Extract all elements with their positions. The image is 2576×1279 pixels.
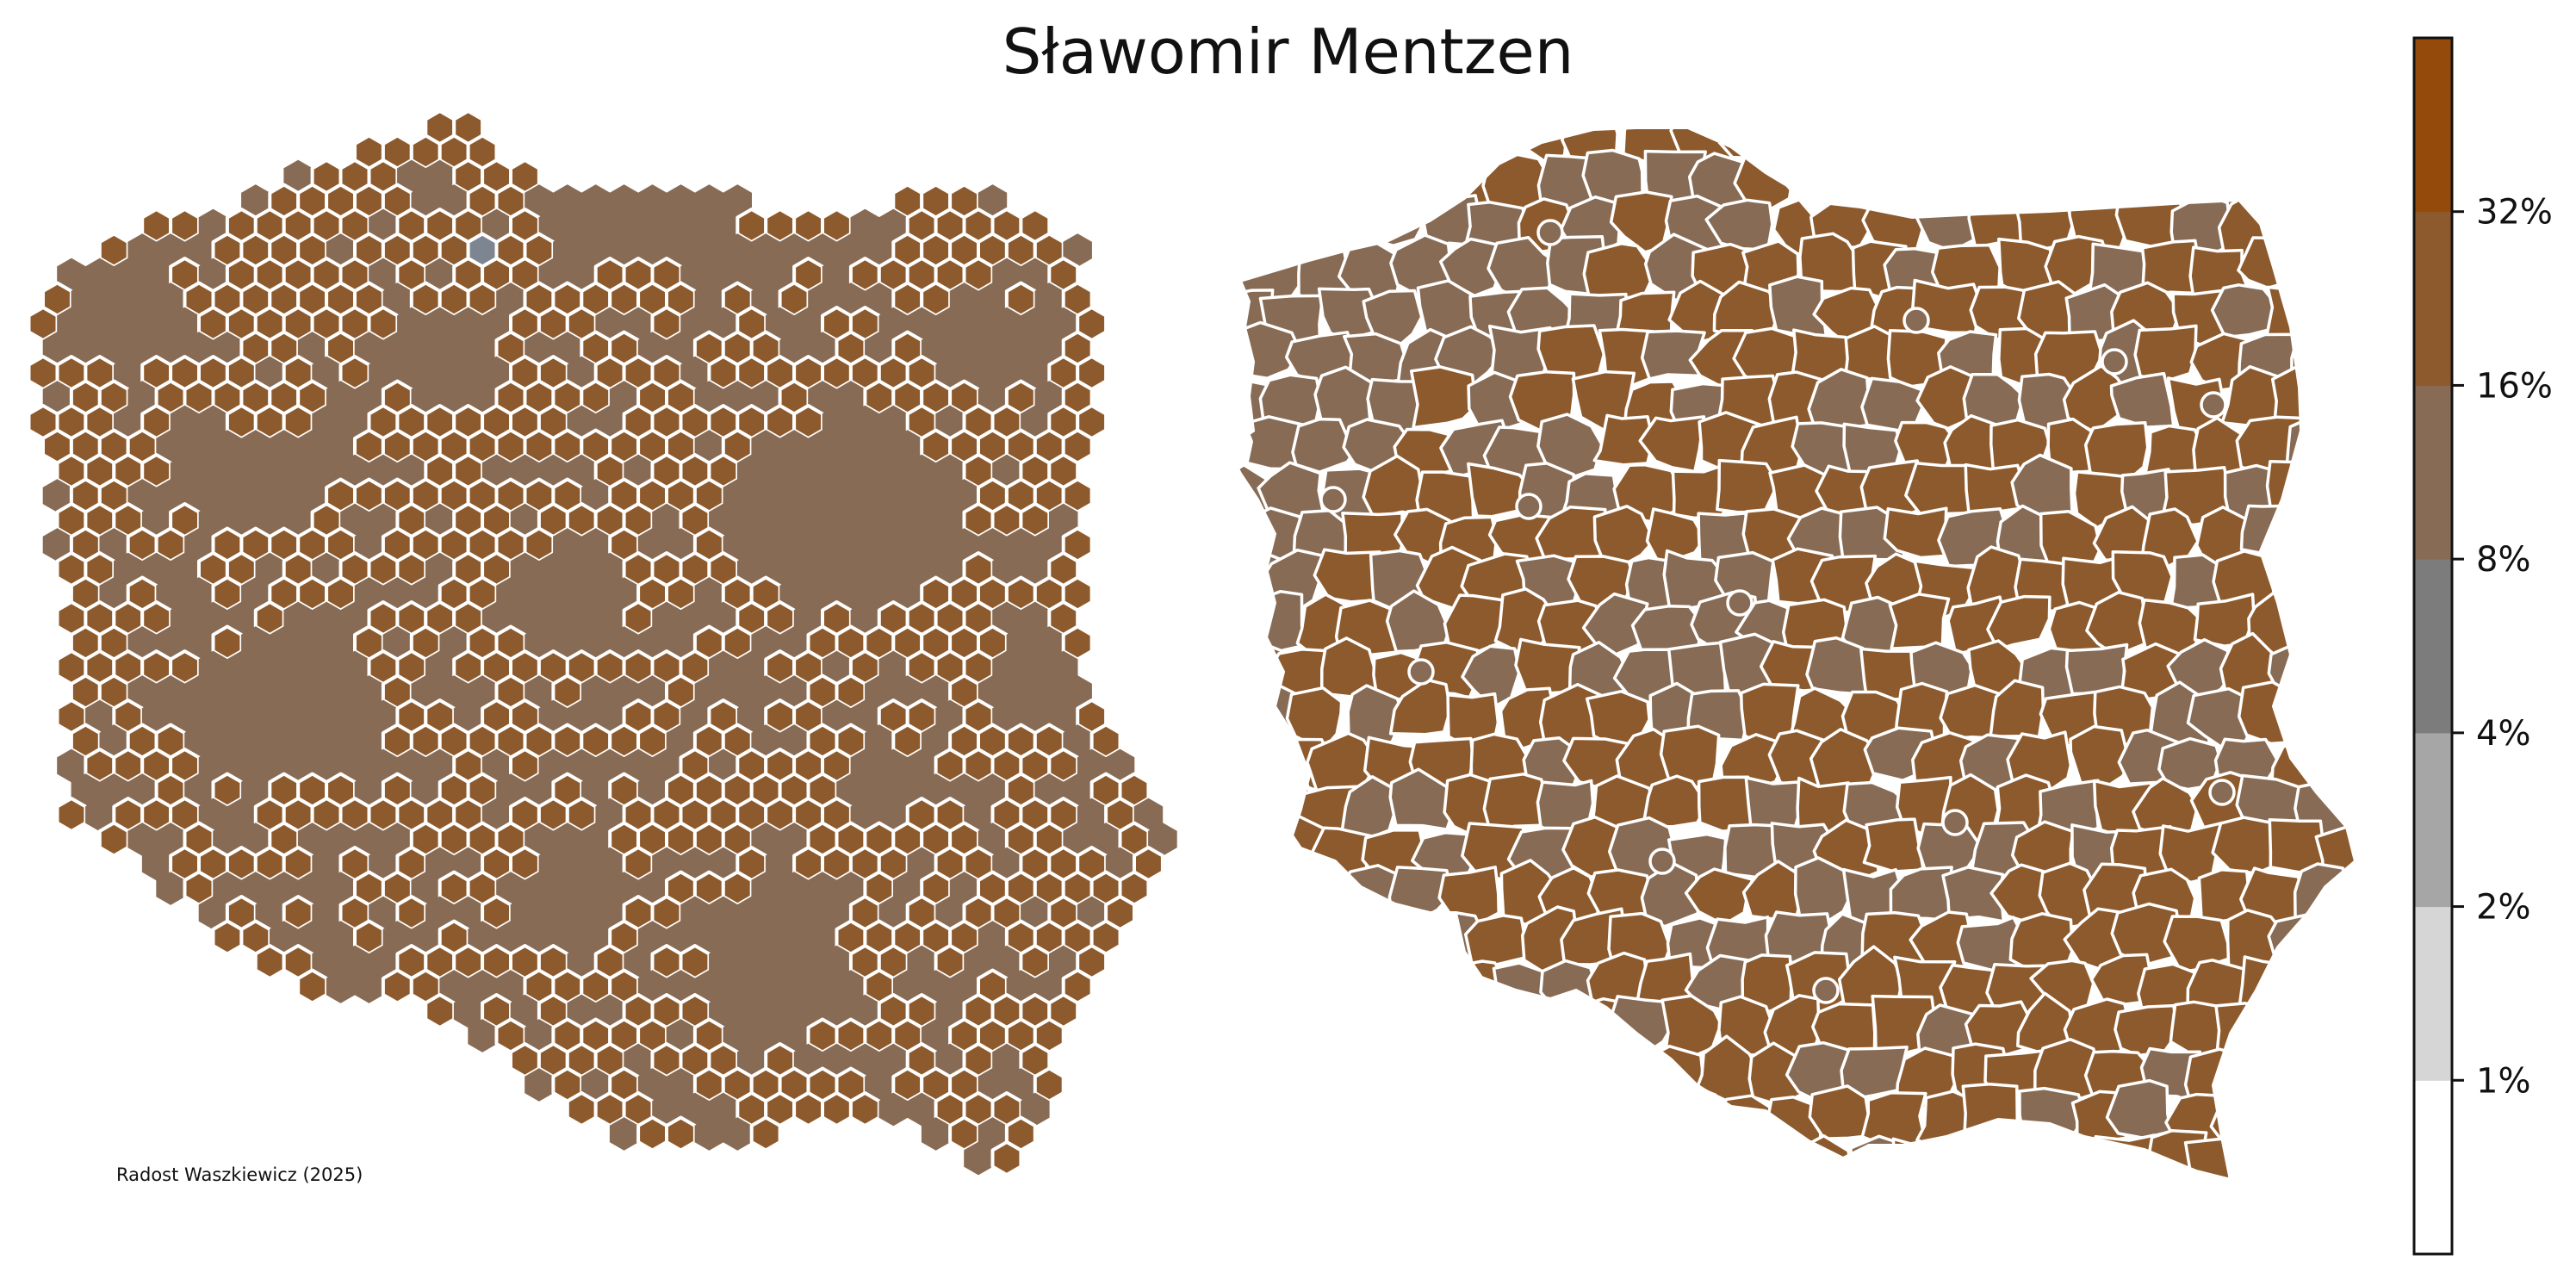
- colorbar-tick-label: 4%: [2476, 714, 2530, 754]
- county-region: [1388, 678, 1452, 736]
- county-region: [2133, 324, 2198, 383]
- city-county: [1648, 847, 1676, 875]
- colorbar-band: [2414, 732, 2452, 908]
- county-region: [2083, 421, 2150, 482]
- city-county: [1319, 486, 1347, 513]
- city-county: [1515, 493, 1542, 520]
- county-region: [1388, 767, 1458, 831]
- colorbar-band: [2414, 1080, 2452, 1255]
- county-region: [1291, 417, 1356, 474]
- hex-cells: [27, 109, 1177, 1177]
- city-county: [2200, 391, 2227, 419]
- county-region: [1409, 365, 1478, 430]
- colorbar-band: [2414, 385, 2452, 560]
- county-region: [1793, 856, 1853, 922]
- county-region: [1438, 237, 1502, 298]
- county-region: [1437, 866, 1500, 928]
- county-region: [2069, 724, 2132, 794]
- county-region: [1592, 505, 1656, 566]
- hex-cell: [990, 1140, 1023, 1177]
- county-region: [1684, 867, 1754, 927]
- poland-outline: [1225, 126, 2358, 1183]
- colorbar-band: [2414, 906, 2452, 1081]
- county-region: [1536, 413, 1604, 480]
- colorbar-tick-label: 1%: [2476, 1061, 2530, 1101]
- city-county: [1812, 977, 1840, 1004]
- city-county: [2101, 348, 2128, 376]
- city-county: [1536, 219, 1564, 246]
- credit-text: Radost Waszkiewicz (2025): [116, 1164, 363, 1185]
- county-region: [1640, 861, 1700, 928]
- colorbar-frame: [2412, 36, 2454, 1256]
- map-title: Sławomir Mentzen: [1002, 16, 1574, 88]
- county-region: [1641, 774, 1710, 829]
- county-region: [1592, 413, 1654, 467]
- city-county: [1407, 658, 1435, 686]
- colorbar-tick-label: 8%: [2476, 540, 2530, 580]
- colorbar-tick-label: 32%: [2476, 193, 2553, 233]
- city-county: [1941, 809, 1969, 836]
- colorbar-tick-label: 2%: [2476, 888, 2530, 928]
- city-county: [1726, 589, 1754, 617]
- county-region: [1285, 686, 1344, 752]
- colorbar-band: [2414, 559, 2452, 734]
- county-region: [1747, 1041, 1805, 1107]
- county-region: [1362, 289, 1424, 347]
- colorbar-tick-label: 16%: [2476, 366, 2553, 406]
- city-county: [2208, 779, 2236, 806]
- county-region: [1645, 507, 1706, 562]
- city-county: [1903, 307, 1930, 334]
- colorbar-band: [2414, 38, 2452, 213]
- county-region: [1986, 594, 2051, 651]
- colorbar-band: [2414, 211, 2452, 386]
- hex-cell: [749, 1115, 782, 1152]
